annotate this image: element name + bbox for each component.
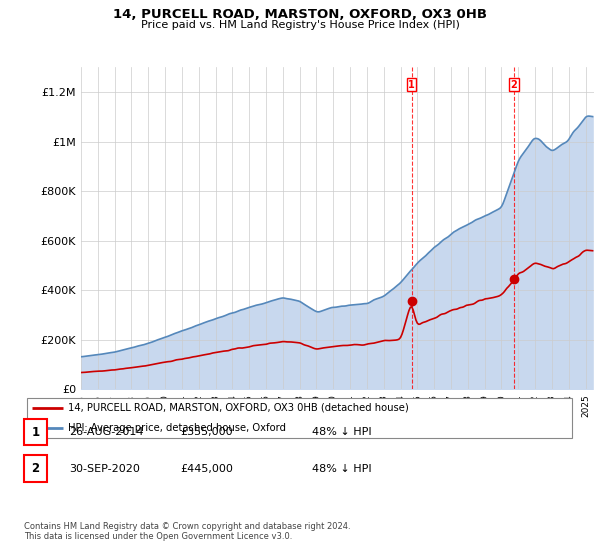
Text: 2: 2 (511, 80, 517, 90)
Text: 14, PURCELL ROAD, MARSTON, OXFORD, OX3 0HB: 14, PURCELL ROAD, MARSTON, OXFORD, OX3 0… (113, 8, 487, 21)
Text: HPI: Average price, detached house, Oxford: HPI: Average price, detached house, Oxfo… (68, 423, 286, 433)
Text: 1: 1 (31, 426, 40, 438)
Text: 2: 2 (31, 462, 40, 475)
Text: £355,000: £355,000 (180, 427, 233, 437)
Text: 14, PURCELL ROAD, MARSTON, OXFORD, OX3 0HB (detached house): 14, PURCELL ROAD, MARSTON, OXFORD, OX3 0… (68, 403, 409, 413)
Text: 48% ↓ HPI: 48% ↓ HPI (312, 427, 371, 437)
Text: 30-SEP-2020: 30-SEP-2020 (69, 464, 140, 474)
Text: Contains HM Land Registry data © Crown copyright and database right 2024.
This d: Contains HM Land Registry data © Crown c… (24, 522, 350, 542)
FancyBboxPatch shape (27, 398, 572, 438)
Text: 1: 1 (408, 80, 415, 90)
Text: 48% ↓ HPI: 48% ↓ HPI (312, 464, 371, 474)
Text: 26-AUG-2014: 26-AUG-2014 (69, 427, 143, 437)
Text: Price paid vs. HM Land Registry's House Price Index (HPI): Price paid vs. HM Land Registry's House … (140, 20, 460, 30)
Text: £445,000: £445,000 (180, 464, 233, 474)
